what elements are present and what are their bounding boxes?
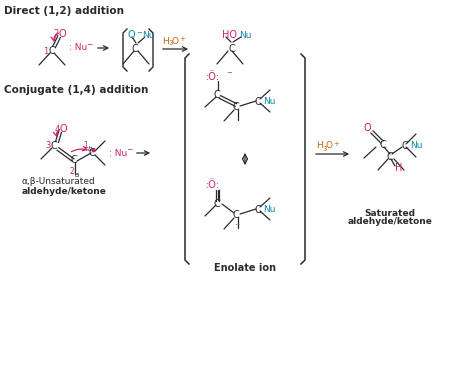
Text: H: H	[395, 163, 402, 173]
Text: 2: 2	[53, 29, 58, 39]
Text: H: H	[316, 142, 323, 151]
Text: +: +	[333, 141, 339, 147]
Text: Saturated: Saturated	[365, 209, 416, 217]
Text: 3: 3	[45, 142, 50, 151]
Text: −: −	[86, 40, 92, 50]
Text: Conjugate (1,4) addition: Conjugate (1,4) addition	[4, 85, 148, 95]
Text: C: C	[132, 44, 139, 54]
Text: O: O	[59, 29, 67, 39]
Text: : Nu: : Nu	[109, 149, 127, 158]
Text: C: C	[255, 97, 262, 107]
Text: Nu: Nu	[142, 31, 155, 39]
Text: Direct (1,2) addition: Direct (1,2) addition	[4, 6, 124, 16]
Text: O: O	[172, 36, 179, 46]
Text: O: O	[128, 30, 136, 40]
Text: C: C	[229, 44, 236, 54]
Text: C: C	[233, 102, 240, 112]
Text: C: C	[51, 141, 58, 151]
Text: α,β-Unsaturated: α,β-Unsaturated	[22, 177, 96, 187]
Text: C: C	[233, 210, 240, 220]
Text: −: −	[126, 145, 132, 155]
Text: 3: 3	[168, 40, 173, 46]
Text: a: a	[75, 172, 79, 178]
Text: aldehyde/ketone: aldehyde/ketone	[22, 187, 107, 195]
Text: C: C	[214, 90, 221, 100]
Text: H: H	[162, 36, 169, 46]
Text: Enolate ion: Enolate ion	[214, 263, 276, 273]
Text: C: C	[387, 152, 394, 162]
Text: 1: 1	[83, 142, 88, 151]
Text: O: O	[326, 142, 333, 151]
Text: C: C	[214, 199, 221, 209]
Text: O: O	[60, 124, 68, 134]
Text: C: C	[380, 140, 387, 150]
Text: Nu: Nu	[263, 98, 275, 106]
Text: +: +	[179, 36, 185, 42]
Text: C: C	[402, 141, 409, 151]
Text: C: C	[89, 148, 96, 158]
Text: Nu: Nu	[239, 31, 252, 39]
Text: C: C	[255, 205, 262, 215]
Text: 4: 4	[55, 124, 60, 134]
Text: aldehyde/ketone: aldehyde/ketone	[347, 217, 432, 226]
Text: −: −	[226, 70, 232, 76]
Text: ¨: ¨	[235, 224, 240, 234]
Text: :Ö:: :Ö:	[206, 180, 220, 190]
Text: 2: 2	[70, 167, 75, 177]
Text: C: C	[71, 155, 78, 165]
Text: O: O	[364, 123, 372, 133]
Text: Nu: Nu	[263, 205, 275, 215]
Text: : Nu: : Nu	[69, 43, 87, 53]
Text: 1: 1	[43, 46, 48, 56]
Text: 3: 3	[322, 146, 327, 152]
Text: :Ö:: :Ö:	[206, 72, 220, 82]
Text: HO: HO	[222, 30, 237, 40]
Text: Nu: Nu	[410, 142, 422, 151]
Text: −: −	[136, 30, 142, 36]
Text: b: b	[88, 146, 92, 152]
Text: C: C	[49, 46, 56, 56]
